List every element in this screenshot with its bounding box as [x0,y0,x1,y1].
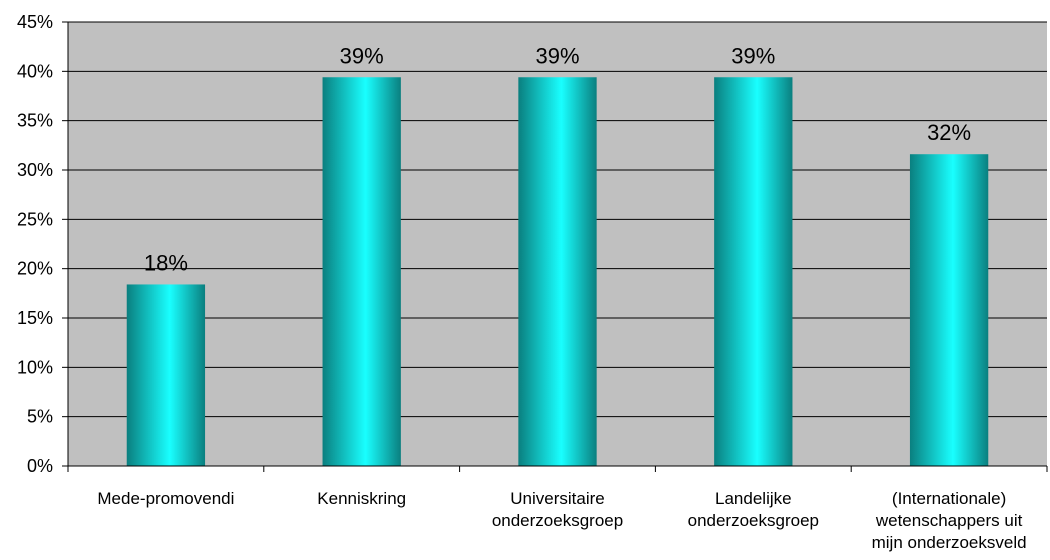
bar [126,284,206,466]
x-tick-label: Universitaire onderzoeksgroep [492,489,623,530]
data-label: 39% [535,43,579,68]
y-tick-label: 5% [27,407,53,427]
y-tick-label: 10% [17,357,53,377]
y-tick-label: 25% [17,209,53,229]
bar [714,77,793,467]
bar [322,77,401,467]
y-tick-labels: 0% 5% 10% 15% 20% 25% 30% 35% 40% 45% [17,12,53,476]
data-label: 32% [927,120,971,145]
y-tick-label: 35% [17,111,53,131]
data-labels: 18% 39% 39% 39% 32% [144,43,971,275]
y-tick-label: 0% [27,456,53,476]
y-tick-label: 30% [17,160,53,180]
x-tick-label: Landelijke onderzoeksgroep [688,489,819,530]
x-tick-label: (Internationale) wetenschappers uit mijn o… [872,489,1027,552]
data-label: 18% [144,250,188,275]
y-tick-label: 45% [17,12,53,32]
bar [909,154,989,467]
data-label: 39% [340,43,384,68]
bar [518,77,597,467]
x-tick-labels: Mede-promovendi Kenniskring Universitaire o… [97,489,1026,552]
axes [62,21,1048,472]
x-tick-label: Kenniskring [317,489,406,508]
y-tick-label: 40% [17,61,53,81]
data-label: 39% [731,43,775,68]
bars [126,77,989,467]
x-tick-label: Mede-promovendi [97,489,234,508]
y-tick-label: 15% [17,308,53,328]
y-tick-label: 20% [17,259,53,279]
